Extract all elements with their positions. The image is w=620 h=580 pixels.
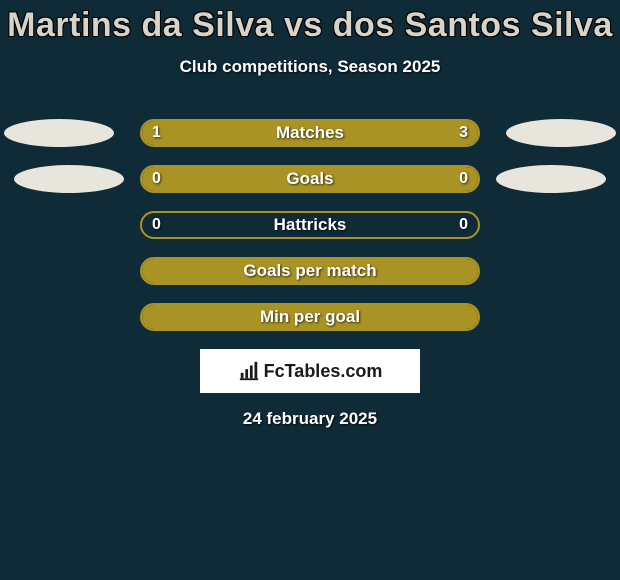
team-badge-left-1	[4, 119, 114, 147]
team-badge-right-2	[496, 165, 606, 193]
team-badge-right-1	[506, 119, 616, 147]
bar-value-right: 3	[459, 124, 468, 142]
bar-value-right: 0	[459, 216, 468, 234]
bar-label: Hattricks	[142, 215, 478, 235]
bar-matches: 1 Matches 3	[140, 119, 480, 147]
bar-min-per-goal: Min per goal	[140, 303, 480, 331]
brand-text: FcTables.com	[264, 361, 383, 382]
bar-label: Goals per match	[142, 261, 478, 281]
date-label: 24 february 2025	[243, 409, 377, 429]
comparison-bars: 1 Matches 3 0 Goals 0 0 Hattricks 0 Goal…	[0, 119, 620, 331]
bar-value-right: 0	[459, 170, 468, 188]
subtitle: Club competitions, Season 2025	[180, 57, 441, 77]
team-badge-left-2	[14, 165, 124, 193]
bar-chart-icon	[238, 360, 260, 382]
bar-goals: 0 Goals 0	[140, 165, 480, 193]
bar-hattricks: 0 Hattricks 0	[140, 211, 480, 239]
bar-label: Min per goal	[142, 307, 478, 327]
bar-label: Goals	[142, 169, 478, 189]
bar-label: Matches	[142, 123, 478, 143]
page-title: Martins da Silva vs dos Santos Silva	[7, 6, 613, 45]
brand-badge: FcTables.com	[200, 349, 420, 393]
bar-goals-per-match: Goals per match	[140, 257, 480, 285]
